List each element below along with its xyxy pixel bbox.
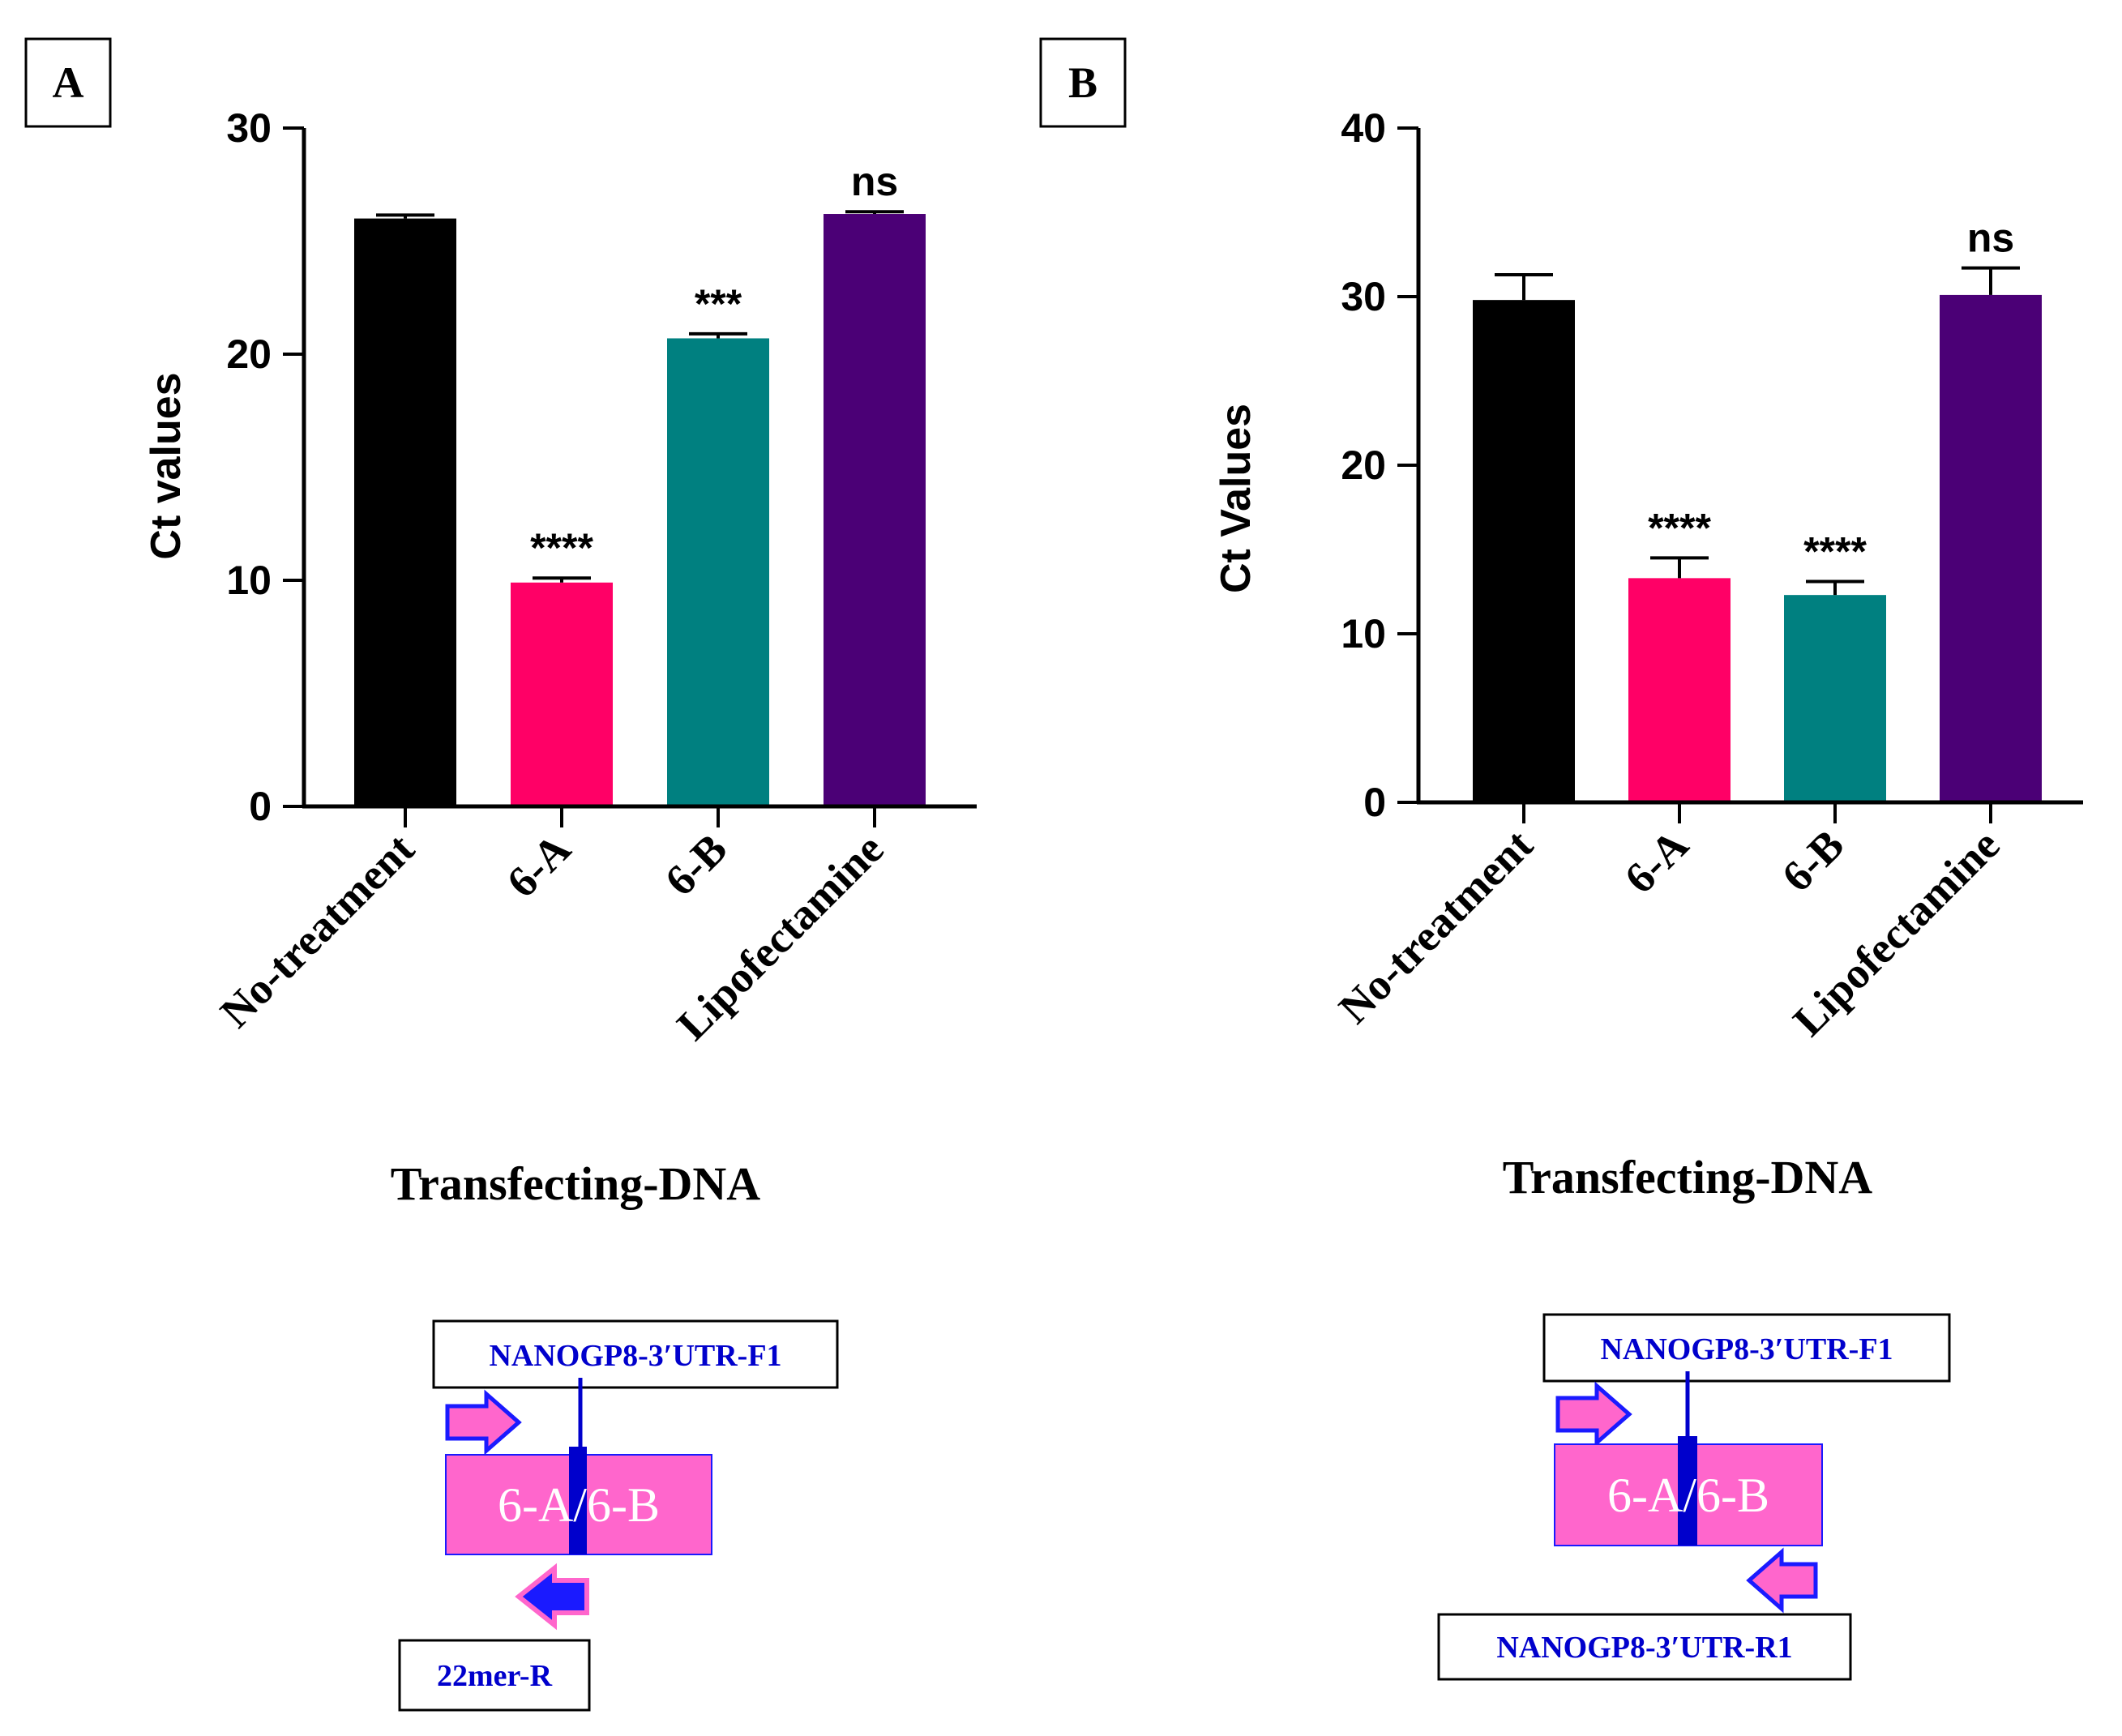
chart-b-bar [1473,300,1575,802]
chart-a-category-label: 6-A [498,824,580,907]
chart-b-y-tick-label: 30 [1341,274,1386,319]
chart-a-category-label: 6-B [656,824,737,905]
diagram-b-gene-label: 6-A/6-B [1607,1469,1769,1522]
chart-a-bar [354,218,456,807]
chart-b-significance-label: **** [1803,529,1867,575]
chart-b: No-treatment****6-A****6-BnsLipofectamin… [1329,105,2083,1045]
chart-a-significance-label: ns [851,159,898,204]
chart-b-category-label: No-treatment [1329,820,1542,1033]
chart-b-bar [1628,578,1731,802]
forward-arrow-icon [1555,1381,1632,1447]
reverse-arrow-icon [515,1563,589,1631]
chart-b-y-tick-label: 10 [1341,611,1386,656]
chart-b-significance-label: **** [1648,505,1711,550]
panel-a-label: A [53,58,84,107]
reverse-arrow-icon [1746,1547,1818,1614]
chart-b-y-tick-label: 40 [1341,105,1386,151]
diagram-b-forward-primer-label: NANOGP8-3′UTR-F1 [1600,1332,1893,1366]
panel-a-label-box [24,37,112,128]
chart-a-significance-label: *** [695,281,742,327]
chart-a-bar [667,338,769,807]
chart-a-significance-label: **** [530,525,593,571]
chart-a: No-treatment****6-A***6-BnsLipofectamine… [211,105,977,1050]
panel-b-label: B [1068,58,1097,107]
chart-b-y-tick-label: 20 [1341,443,1386,488]
chart-a-y-tick-label: 30 [226,105,272,151]
diagram-a-forward-primer-box [432,1319,839,1389]
chart-a-ylabel: Ct values [143,372,190,559]
diagram-a: NANOGP8-3′UTR-F1 6-A/6-B 22mer-R [398,1319,839,1712]
chart-a-xlabel: Transfecting-DNA [391,1157,761,1210]
diagram-b-reverse-primer-box [1437,1613,1852,1681]
chart-b-significance-label: ns [1967,216,2014,261]
diagram-b-reverse-primer-label: NANOGP8-3′UTR-R1 [1496,1631,1792,1665]
chart-b-y-tick-label: 0 [1363,780,1386,825]
diagram-a-gene-label: 6-A/6-B [498,1478,660,1532]
diagram-a-reverse-primer-label: 22mer-R [437,1659,553,1693]
diagram-a-probe-bar [569,1447,587,1554]
diagram-b-forward-primer-box [1542,1313,1951,1383]
chart-b-ylabel: Ct Values [1213,404,1260,593]
chart-b-bar [1784,595,1886,802]
chart-b-xlabel: Transfecting-DNA [1503,1151,1873,1204]
chart-a-y-tick-label: 20 [226,331,272,377]
chart-a-y-tick-label: 10 [226,558,272,603]
chart-a-y-tick-label: 0 [249,784,272,829]
diagram-a-reverse-primer-box [398,1639,591,1712]
chart-a-category-label: No-treatment [211,824,423,1037]
chart-a-bar [511,582,613,806]
chart-a-bar [824,214,926,806]
chart-b-category-label: 6-B [1773,820,1854,901]
chart-b-category-label: 6-A [1615,820,1698,903]
diagram-a-forward-primer-label: NANOGP8-3′UTR-F1 [489,1339,781,1373]
panel-b-label-box [1039,37,1127,128]
forward-arrow-icon [445,1389,522,1456]
diagram-b: NANOGP8-3′UTR-F1 6-A/6-B NANOGP8-3′UTR-R… [1437,1313,1951,1681]
diagram-b-probe-bar [1678,1436,1697,1546]
chart-b-bar [1940,294,2042,802]
